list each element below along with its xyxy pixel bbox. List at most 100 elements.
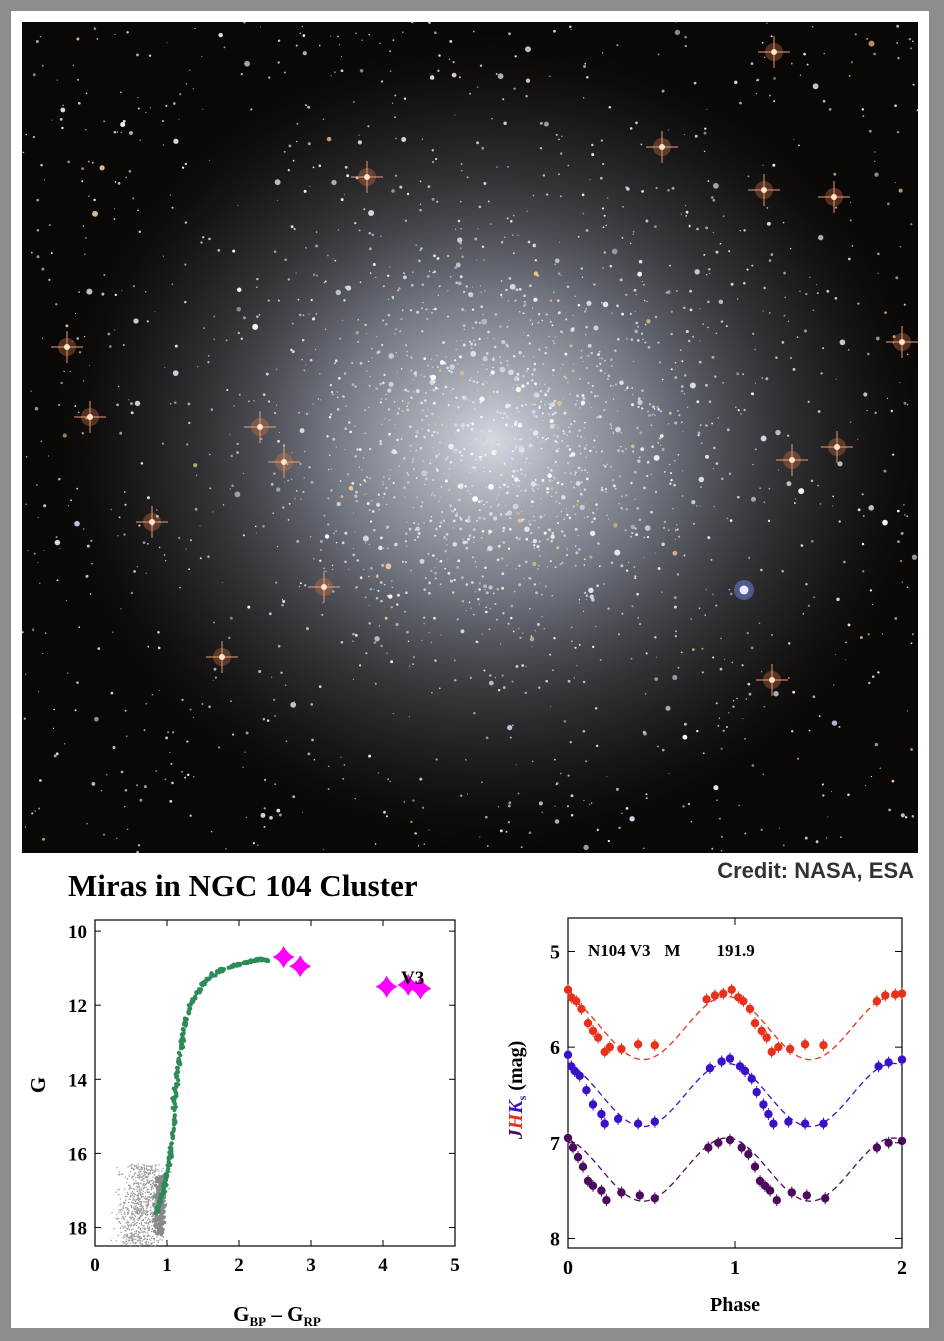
star <box>900 531 904 535</box>
star <box>796 757 800 760</box>
star <box>486 456 488 458</box>
star <box>595 503 598 506</box>
star <box>620 495 623 498</box>
field-star <box>146 1219 149 1221</box>
star <box>763 705 766 708</box>
star <box>41 64 44 67</box>
field-star <box>138 1185 140 1187</box>
field-star <box>151 1182 154 1184</box>
star <box>299 32 302 35</box>
star <box>471 308 475 311</box>
star <box>805 293 808 296</box>
star <box>55 536 58 539</box>
turnoff-star <box>152 1229 156 1233</box>
star <box>699 424 702 427</box>
star <box>529 523 532 526</box>
star <box>477 598 480 601</box>
star <box>328 454 331 457</box>
star <box>138 230 142 234</box>
star <box>643 299 646 302</box>
star <box>590 520 594 524</box>
star <box>593 439 596 442</box>
star <box>636 506 640 510</box>
star <box>484 380 487 382</box>
field-star <box>128 1184 131 1187</box>
star <box>309 358 313 362</box>
star <box>499 361 502 364</box>
field-star <box>145 1242 148 1244</box>
star <box>346 472 350 476</box>
star <box>533 547 536 549</box>
star <box>385 322 388 326</box>
star <box>374 843 377 845</box>
star <box>327 788 330 790</box>
star <box>379 442 383 446</box>
star <box>650 510 653 514</box>
field-star <box>168 1187 170 1190</box>
star <box>615 426 621 433</box>
turnoff-star <box>162 1210 166 1214</box>
member-star <box>171 1133 176 1139</box>
star <box>600 139 603 142</box>
star <box>88 195 90 197</box>
star <box>500 474 502 477</box>
star <box>454 514 458 518</box>
star <box>813 596 815 599</box>
field-star <box>135 1182 137 1185</box>
star <box>522 632 524 634</box>
star <box>848 74 851 77</box>
star <box>86 822 88 825</box>
star <box>674 362 677 364</box>
star <box>113 130 117 134</box>
field-star <box>146 1166 148 1168</box>
star <box>886 397 889 399</box>
star <box>481 430 483 432</box>
star <box>323 567 325 570</box>
star <box>446 456 449 459</box>
star <box>408 527 412 531</box>
star <box>712 593 714 596</box>
field-star <box>147 1241 149 1244</box>
star <box>311 738 314 742</box>
star <box>222 504 225 506</box>
star <box>539 147 543 150</box>
field-star <box>118 1171 121 1173</box>
star <box>428 270 431 272</box>
star <box>803 52 806 56</box>
field-star <box>141 1215 143 1217</box>
field-star <box>130 1196 132 1198</box>
star <box>620 445 622 448</box>
star <box>171 206 174 209</box>
star <box>490 223 492 225</box>
globular-cluster-photo <box>22 22 918 853</box>
field-star <box>131 1238 133 1240</box>
star <box>558 173 560 176</box>
star <box>436 366 439 368</box>
star <box>51 119 53 121</box>
star <box>554 258 560 264</box>
star <box>331 179 337 186</box>
star <box>493 345 497 349</box>
star <box>532 489 535 493</box>
star <box>505 465 508 467</box>
star <box>462 343 466 347</box>
star <box>524 691 527 695</box>
star <box>445 458 448 461</box>
star <box>402 308 404 311</box>
star <box>581 276 584 278</box>
star <box>857 438 859 440</box>
star <box>181 698 184 701</box>
star <box>569 454 572 458</box>
star <box>521 384 525 388</box>
star <box>839 339 846 346</box>
star <box>588 402 590 404</box>
star <box>424 399 427 402</box>
star <box>85 574 89 578</box>
star <box>884 311 887 314</box>
field-star <box>118 1174 120 1176</box>
star <box>38 807 41 810</box>
star <box>787 434 790 437</box>
star <box>503 462 506 465</box>
star <box>635 533 638 536</box>
field-star <box>142 1164 144 1166</box>
